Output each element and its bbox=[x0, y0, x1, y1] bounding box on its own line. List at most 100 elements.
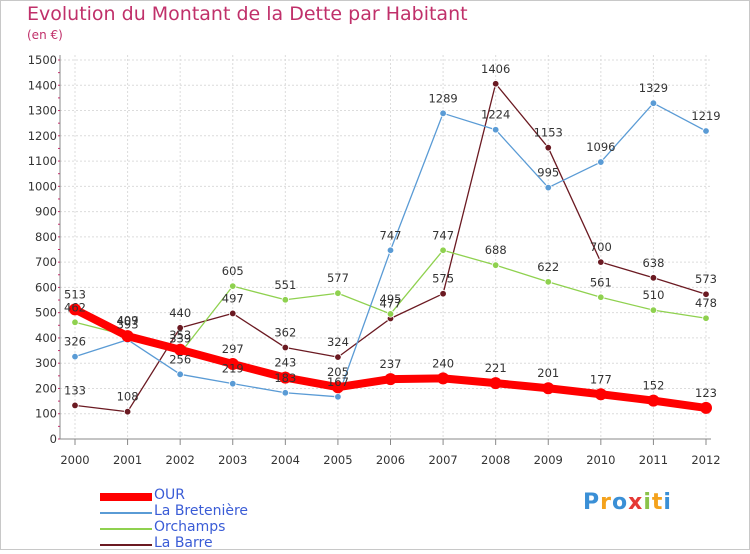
data-label: 495 bbox=[380, 292, 402, 306]
data-label: 747 bbox=[380, 228, 402, 242]
data-label: 551 bbox=[274, 278, 296, 292]
data-point bbox=[229, 282, 237, 290]
logo-letter: P bbox=[583, 490, 601, 515]
chart-title: Evolution du Montant de la Dette par Hab… bbox=[27, 3, 468, 25]
logo-letter: t bbox=[651, 490, 664, 515]
data-point bbox=[649, 274, 658, 282]
data-point bbox=[649, 306, 658, 314]
legend-swatch bbox=[100, 493, 152, 501]
legend-label: La Barre bbox=[154, 535, 213, 551]
data-point bbox=[700, 401, 712, 414]
y-tick-label: 800 bbox=[35, 230, 57, 244]
data-label: 747 bbox=[432, 228, 454, 242]
data-label: 462 bbox=[64, 300, 86, 314]
data-point bbox=[597, 293, 605, 301]
data-point bbox=[542, 382, 555, 395]
y-tick-label: 100 bbox=[35, 407, 57, 421]
data-label: 297 bbox=[222, 342, 244, 356]
data-point bbox=[121, 330, 134, 343]
data-point bbox=[489, 377, 502, 390]
data-point bbox=[702, 314, 710, 322]
data-point bbox=[334, 353, 342, 361]
data-point bbox=[594, 388, 607, 401]
data-point bbox=[439, 290, 447, 298]
data-label: 219 bbox=[222, 362, 244, 376]
y-tick-label: 200 bbox=[35, 381, 57, 395]
data-point bbox=[176, 324, 184, 332]
y-tick-label: 1100 bbox=[28, 154, 57, 168]
data-point bbox=[281, 389, 290, 397]
data-point bbox=[71, 352, 79, 361]
y-tick-label: 600 bbox=[35, 280, 57, 294]
data-labels-layer: 133 108 440 497 362 324 477 575 1406 1153 700 638 57… bbox=[64, 62, 721, 404]
data-point bbox=[439, 246, 447, 254]
data-label: 152 bbox=[642, 379, 664, 393]
proxiti-logo: Proxiti bbox=[583, 490, 672, 515]
data-point bbox=[279, 371, 292, 384]
x-tick-label: 2003 bbox=[218, 453, 247, 467]
data-point bbox=[702, 290, 710, 298]
data-label: 1219 bbox=[691, 109, 720, 123]
data-label: 205 bbox=[327, 365, 349, 379]
x-tick-label: 2012 bbox=[691, 453, 720, 467]
x-tick-label: 2001 bbox=[113, 453, 142, 467]
data-point bbox=[386, 310, 395, 318]
data-point bbox=[334, 289, 342, 297]
legend-label: Orchamps bbox=[154, 519, 226, 535]
data-point bbox=[281, 343, 290, 352]
logo-letter: o bbox=[611, 490, 629, 515]
data-label: 1224 bbox=[481, 108, 510, 122]
data-label: 324 bbox=[327, 335, 349, 349]
data-label: 577 bbox=[327, 271, 349, 285]
data-label: 622 bbox=[537, 260, 559, 274]
y-tick-label: 1300 bbox=[28, 104, 57, 118]
data-label: 561 bbox=[590, 275, 612, 289]
data-label: 1096 bbox=[586, 140, 615, 154]
x-tick-label: 2002 bbox=[166, 453, 195, 467]
data-point bbox=[226, 357, 239, 370]
data-label: 700 bbox=[590, 240, 612, 254]
data-label: 339 bbox=[169, 331, 191, 345]
legend-swatch bbox=[100, 544, 152, 546]
data-point bbox=[597, 158, 605, 166]
data-point bbox=[647, 394, 660, 407]
data-label: 237 bbox=[380, 357, 402, 371]
data-label: 440 bbox=[169, 306, 191, 320]
data-label: 393 bbox=[117, 318, 139, 332]
data-point bbox=[384, 373, 397, 386]
data-point bbox=[597, 258, 605, 266]
logo-letter: i bbox=[663, 490, 672, 515]
data-point bbox=[69, 303, 81, 316]
data-label: 1153 bbox=[534, 126, 563, 140]
data-label: 326 bbox=[64, 335, 86, 349]
x-tick-label: 2010 bbox=[586, 453, 615, 467]
data-label: 497 bbox=[222, 291, 244, 305]
y-tick-label: 500 bbox=[35, 306, 57, 320]
logo-letter: i bbox=[643, 490, 652, 515]
data-label: 167 bbox=[327, 375, 349, 389]
data-label: 638 bbox=[642, 256, 664, 270]
data-point bbox=[174, 343, 187, 356]
data-point bbox=[281, 296, 290, 304]
x-tick-label: 2004 bbox=[271, 453, 300, 467]
x-tick-label: 2011 bbox=[639, 453, 668, 467]
y-tick-label: 1000 bbox=[28, 179, 57, 193]
y-tick-label: 400 bbox=[35, 331, 57, 345]
data-point bbox=[649, 99, 658, 107]
data-label: 221 bbox=[485, 361, 507, 375]
x-tick-label: 2000 bbox=[60, 453, 89, 467]
data-label: 201 bbox=[537, 366, 559, 380]
y-tick-label: 1500 bbox=[28, 53, 57, 67]
data-label: 605 bbox=[222, 264, 244, 278]
data-label: 256 bbox=[169, 352, 191, 366]
data-label: 688 bbox=[485, 243, 507, 257]
x-tick-label: 2005 bbox=[323, 453, 352, 467]
data-label: 1329 bbox=[639, 81, 668, 95]
x-tick-label: 2007 bbox=[428, 453, 457, 467]
legend-label: La Bretenière bbox=[154, 503, 249, 519]
data-label: 1406 bbox=[481, 62, 510, 76]
data-point bbox=[544, 278, 552, 286]
data-point bbox=[229, 309, 237, 318]
data-label: 123 bbox=[695, 386, 717, 400]
